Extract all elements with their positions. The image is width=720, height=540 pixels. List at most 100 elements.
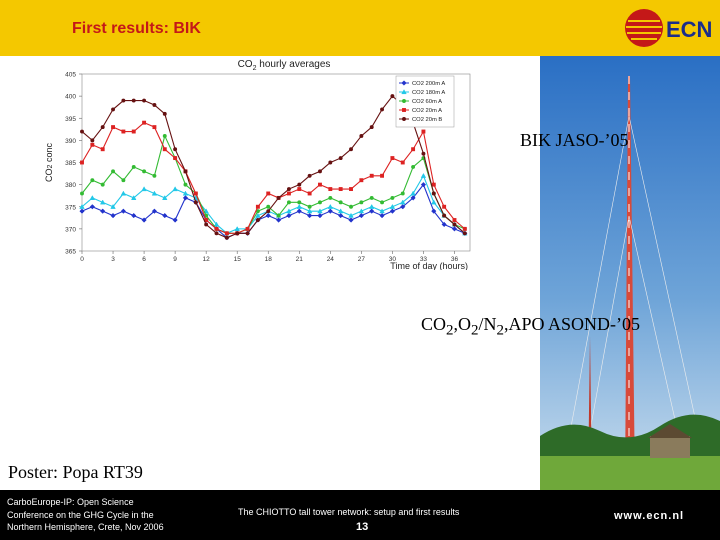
x-tick-label: 9 [173, 256, 177, 263]
point-co2-20m-a [193, 191, 198, 196]
point-co2-20m-b [121, 98, 126, 103]
point-co2-180m-a [368, 203, 375, 209]
point-co2-20m-a [349, 187, 353, 192]
point-co2-180m-a [400, 199, 406, 205]
point-co2-20m-b [359, 133, 364, 138]
point-co2-20m-a [80, 160, 84, 165]
point-co2-20m-b [297, 182, 302, 187]
point-co2-200m-a [296, 208, 302, 214]
x-tick-label: 18 [265, 256, 273, 263]
point-co2-200m-a [400, 204, 406, 210]
legend-marker [401, 80, 407, 86]
point-co2-180m-a [420, 172, 427, 178]
point-co2-20m-a [307, 191, 312, 196]
point-co2-180m-a [358, 208, 365, 214]
website-link[interactable]: www.ecn.nl [614, 510, 685, 522]
point-co2-20m-a [111, 125, 115, 130]
point-co2-200m-a [327, 208, 333, 214]
point-co2-200m-a [275, 217, 282, 223]
point-co2-20m-a [462, 226, 467, 231]
point-co2-20m-b [100, 125, 105, 130]
point-co2-180m-a [327, 203, 334, 209]
point-co2-20m-a [245, 226, 250, 231]
y-tick-label: 390 [65, 138, 76, 145]
point-co2-60m-a [266, 204, 271, 209]
point-co2-20m-b [380, 107, 385, 112]
x-tick-label: 15 [234, 256, 242, 263]
caption-sub-3: 2 [496, 322, 505, 339]
point-co2-20m-b [349, 147, 353, 152]
point-co2-20m-b [462, 231, 467, 236]
point-co2-20m-a [121, 129, 126, 134]
point-co2-200m-a [338, 212, 344, 219]
ecn-logo-text: ECN [666, 17, 712, 42]
point-co2-20m-a [286, 191, 291, 196]
point-co2-60m-a [100, 182, 105, 187]
point-co2-20m-a [400, 160, 405, 165]
point-co2-200m-a [358, 212, 365, 219]
conference-info: CarboEurope-IP: Open Science Conference … [7, 496, 207, 534]
point-co2-200m-a [172, 217, 178, 223]
y-tick-label: 370 [65, 226, 76, 233]
point-co2-20m-a [318, 182, 322, 187]
point-co2-200m-a [120, 208, 127, 214]
point-co2-60m-a [369, 195, 374, 200]
point-co2-200m-a [451, 226, 458, 232]
ecn-logo-mark [625, 9, 663, 47]
legend-marker [402, 108, 406, 112]
point-co2-20m-a [162, 147, 167, 152]
point-co2-200m-a [317, 212, 323, 219]
x-tick-label: 36 [451, 256, 459, 263]
point-co2-20m-b [266, 209, 271, 214]
point-co2-20m-a [266, 191, 271, 196]
x-axis-label: Time of day (hours) [390, 261, 468, 270]
point-co2-200m-a [286, 212, 292, 219]
x-tick-label: 27 [358, 256, 366, 263]
legend-marker [402, 99, 406, 103]
point-co2-20m-b [307, 173, 312, 178]
point-co2-20m-b [90, 138, 95, 143]
y-tick-label: 365 [65, 249, 76, 256]
point-co2-20m-a [369, 173, 374, 178]
point-co2-20m-b [286, 187, 291, 192]
point-co2-200m-a [420, 181, 427, 188]
x-tick-label: 21 [296, 256, 304, 263]
point-co2-20m-a [411, 147, 416, 152]
point-co2-20m-b [338, 156, 343, 161]
x-tick-label: 33 [420, 256, 428, 263]
point-co2-20m-b [224, 235, 229, 240]
point-co2-20m-b [431, 191, 436, 196]
point-co2-60m-a [255, 209, 260, 214]
y-tick-label: 375 [65, 204, 76, 211]
caption-o: ,O [453, 314, 472, 334]
point-co2-20m-b [235, 231, 240, 236]
point-co2-20m-b [390, 94, 395, 99]
point-co2-20m-a [131, 129, 136, 134]
point-co2-20m-a [431, 182, 436, 187]
point-co2-60m-a [121, 178, 126, 183]
caption-n: /N [478, 314, 497, 334]
point-co2-200m-a [182, 195, 189, 201]
point-co2-200m-a [431, 208, 437, 214]
point-co2-20m-a [214, 226, 219, 231]
point-co2-200m-a [441, 221, 447, 228]
point-co2-60m-a [307, 204, 312, 209]
legend-label: CO2 180m A [412, 90, 445, 96]
point-co2-180m-a [431, 199, 437, 205]
point-co2-20m-b [328, 160, 333, 165]
point-co2-200m-a [389, 208, 396, 214]
conference-line: Conference on the GHG Cycle in the [7, 509, 154, 520]
point-co2-180m-a [234, 226, 240, 231]
slide-header [0, 0, 720, 56]
point-co2-180m-a [306, 208, 313, 214]
legend-label: CO2 60m A [412, 99, 442, 105]
point-co2-60m-a [400, 191, 405, 196]
point-co2-20m-b [442, 213, 447, 218]
point-co2-20m-b [318, 169, 322, 174]
point-co2-20m-b [204, 222, 209, 227]
point-co2-200m-a [348, 217, 354, 223]
point-co2-20m-b [255, 218, 260, 222]
point-co2-180m-a [99, 199, 106, 205]
point-co2-20m-b [452, 222, 457, 227]
point-co2-180m-a [296, 203, 303, 209]
